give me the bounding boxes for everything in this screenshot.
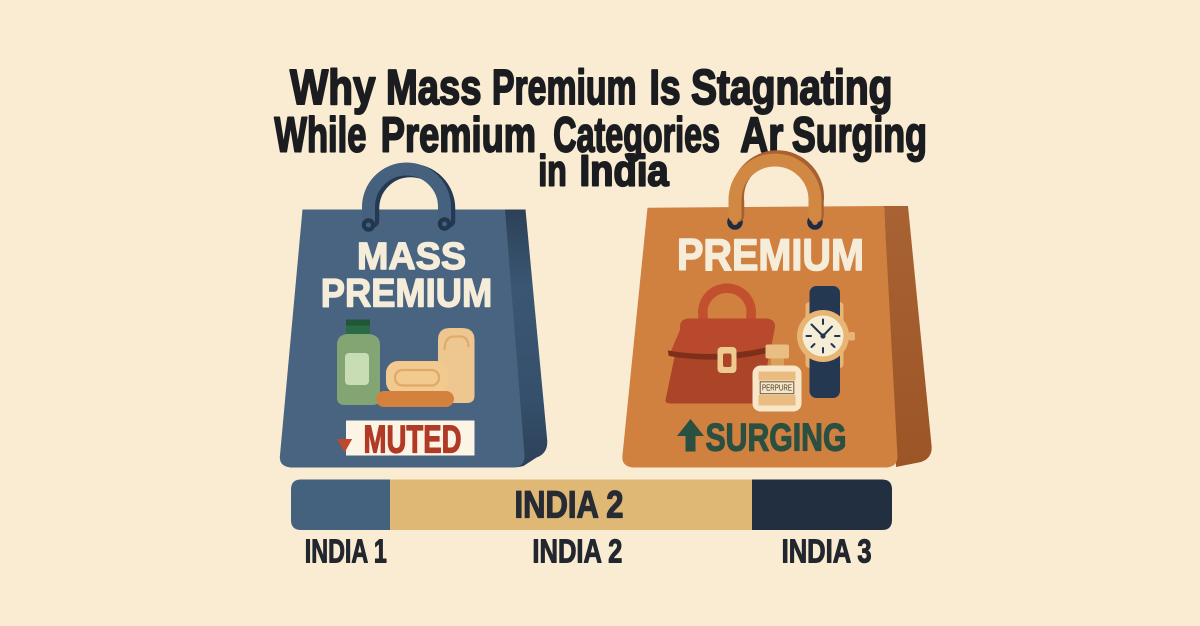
svg-text:While: While: [274, 108, 366, 163]
svg-text:PREMIUM: PREMIUM: [321, 272, 493, 316]
svg-text:in: in: [538, 147, 566, 195]
svg-text:Categories: Categories: [553, 108, 720, 163]
svg-text:PERPURE: PERPURE: [762, 384, 792, 393]
svg-text:INDIA 3: INDIA 3: [782, 534, 872, 571]
svg-text:Premium: Premium: [381, 108, 536, 163]
svg-text:INDIA 2: INDIA 2: [515, 485, 624, 527]
svg-text:Surging: Surging: [792, 108, 927, 163]
svg-text:INDIA 2: INDIA 2: [532, 534, 622, 571]
svg-text:SURGING: SURGING: [706, 417, 847, 460]
svg-text:INDIA 1: INDIA 1: [305, 534, 387, 571]
svg-text:Stagnating: Stagnating: [691, 60, 893, 115]
svg-text:Is: Is: [650, 60, 681, 115]
svg-text:MASS: MASS: [357, 236, 466, 278]
svg-text:Mass: Mass: [386, 60, 482, 115]
svg-text:Why: Why: [290, 60, 376, 115]
svg-text:India: India: [580, 147, 670, 195]
svg-text:Premium: Premium: [492, 60, 637, 115]
svg-text:MUTED: MUTED: [364, 419, 462, 462]
svg-text:PREMIUM: PREMIUM: [677, 231, 864, 280]
